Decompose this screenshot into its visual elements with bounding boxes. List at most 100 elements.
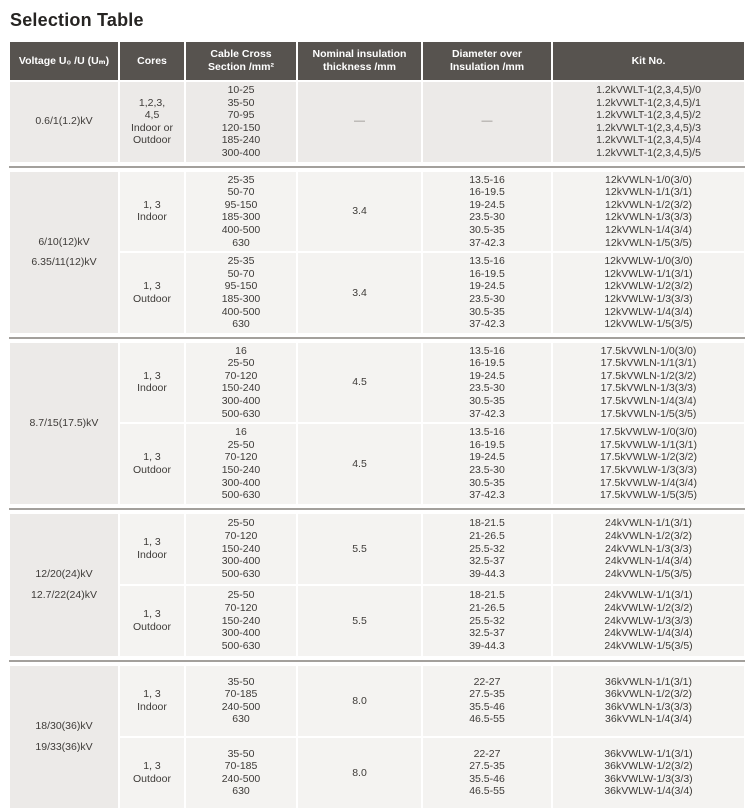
cell-line: 17.5kVWLN-1/4(3/4)	[600, 395, 697, 408]
cell-line: 22-27	[473, 675, 501, 688]
cross-section-cell: 35-50 70-185 240-500 630	[184, 663, 298, 738]
cell-line: 25-50	[227, 589, 255, 602]
cores-cell: 1, 3 Indoor	[118, 169, 186, 254]
cell-line: 25-35	[227, 255, 255, 268]
cell-line: 36kVWLW-1/1(3/1)	[604, 747, 693, 760]
cell-line: 19/33(36)kV	[35, 740, 93, 753]
cell-line: 12/20(24)kV	[35, 568, 93, 581]
cell-line: 185-300	[221, 292, 261, 305]
cell-line: 35-50	[227, 747, 255, 760]
cross-section-cell: 25-50 70-120 150-240 300-400 500-630	[184, 511, 298, 586]
group-separator	[9, 504, 745, 513]
cell-line: 17.5kVWLW-1/4(3/4)	[599, 476, 698, 489]
cell-line: 1.2kVWLT-1(2,3,4,5)/1	[596, 96, 701, 109]
group-separator-row	[9, 333, 745, 342]
cell-line: 25.5-32	[469, 614, 505, 627]
cell-line: 19-24.5	[469, 280, 505, 293]
group-separator-row	[9, 162, 745, 171]
cell-line: 46.5-55	[469, 713, 505, 726]
cell-line: Indoor	[137, 700, 167, 713]
table-row: 18/30(36)kV 19/33(36)kV 1, 3 Indoor 35-50 70-…	[8, 663, 746, 808]
column-header-line: Kit No.	[631, 54, 666, 67]
cell-line: 17.5kVWLW-1/2(3/2)	[599, 451, 698, 464]
cell-line: 36kVWLN-1/4(3/4)	[605, 713, 692, 726]
cell-line: 12kVWLN-1/3(3/3)	[605, 211, 692, 224]
thickness-cell: 4.5	[296, 340, 423, 425]
cell-line: 13.5-16	[469, 173, 505, 186]
cell-line: 16	[235, 344, 247, 357]
cell-line: 24kVWLN-1/3(3/3)	[605, 542, 692, 555]
column-header-line: Section /mm²	[208, 61, 274, 73]
cell-line: 630	[232, 236, 250, 249]
cell-line: Outdoor	[133, 464, 171, 477]
cell-line: 17.5kVWLW-1/0(3/0)	[599, 426, 698, 439]
separator-line	[9, 507, 745, 510]
table-row: 0.6/1(1.2)kV 1,2,3, 4,5 Indoor or Outdoor 10-…	[8, 80, 746, 164]
cell-line: 30.5-35	[469, 305, 505, 318]
cell-line: 8.0	[352, 694, 367, 707]
group-separator	[9, 333, 745, 342]
cell-line: 32.5-37	[469, 555, 505, 568]
diameter-cell: —	[421, 80, 553, 164]
voltage-group: 6/10(12)kV 6.35/11(12)kV 1, 3 Indoor 25-35 50…	[8, 169, 746, 335]
cell-line: 50-70	[227, 186, 255, 199]
column-header-voltage: Voltage U₀ /U (Uₘ)	[8, 40, 120, 82]
cell-line: Outdoor	[133, 292, 171, 305]
cell-line: 1, 3	[143, 451, 161, 464]
thickness-cell: 8.0	[296, 663, 423, 738]
cell-line: 21-26.5	[469, 529, 505, 542]
cell-line: 25.5-32	[469, 542, 505, 555]
cell-line: 17.5kVWLN-1/1(3/1)	[600, 357, 697, 370]
cell-line: 24kVWLW-1/4(3/4)	[604, 627, 693, 640]
cell-line: 17.5kVWLW-1/3(3/3)	[599, 464, 698, 477]
cell-line: 150-240	[221, 464, 261, 477]
cell-line: 16-19.5	[469, 267, 505, 280]
table-row: 8.7/15(17.5)kV 1, 3 Indoor 16 25-50 70-120 150…	[8, 340, 746, 506]
cell-line: 17.5kVWLW-1/1(3/1)	[599, 438, 698, 451]
cell-line: 24kVWLW-1/1(3/1)	[604, 589, 693, 602]
cell-line: 16-19.5	[469, 357, 505, 370]
cross-section-cell: 35-50 70-185 240-500 630	[184, 735, 298, 808]
cell-line: 1, 3	[143, 280, 161, 293]
thickness-cell: 8.0	[296, 735, 423, 808]
cell-line: 630	[232, 785, 250, 798]
cell-line: 12kVWLW-1/4(3/4)	[604, 305, 693, 318]
cores-cell: 1, 3 Indoor	[118, 340, 186, 425]
cell-line: 12kVWLW-1/0(3/0)	[604, 255, 693, 268]
voltage-group: 12/20(24)kV 12.7/22(24)kV 1, 3 Indoor 25-50 7…	[8, 511, 746, 658]
table-row: 6/10(12)kV 6.35/11(12)kV 1, 3 Indoor 25-35 50…	[8, 169, 746, 335]
cell-line: Outdoor	[133, 772, 171, 785]
thickness-cell: 5.5	[296, 583, 423, 658]
separator-line	[9, 165, 745, 168]
diameter-cell: 22-27 27.5-35 35.5-46 46.5-55	[421, 663, 553, 738]
cell-line: Indoor	[137, 382, 167, 395]
cell-line: 36kVWLN-1/2(3/2)	[605, 688, 692, 701]
cell-line: 16-19.5	[469, 186, 505, 199]
cell-line: 1,2,3,	[138, 96, 166, 109]
cell-line: 30.5-35	[469, 476, 505, 489]
cell-line: 16	[235, 426, 247, 439]
column-header-line: Voltage U₀ /U (Uₘ)	[18, 54, 110, 67]
cell-line: 24kVWLW-1/5(3/5)	[604, 639, 693, 652]
cell-line: 5.5	[352, 542, 367, 555]
group-separator-cell	[9, 333, 745, 342]
cross-section-cell: 10-25 35-50 70-95 120-150 185-240 300-400	[184, 80, 298, 164]
cell-line: Indoor	[137, 211, 167, 224]
thickness-cell: 4.5	[296, 422, 423, 506]
cell-line: 5.5	[352, 614, 367, 627]
cell-line: 12kVWLN-1/2(3/2)	[605, 198, 692, 211]
cell-line: 12.7/22(24)kV	[31, 588, 97, 601]
group-separator-row	[9, 504, 745, 513]
cell-line: 70-185	[224, 688, 258, 701]
cell-line: 35.5-46	[469, 772, 505, 785]
separator-line	[9, 336, 745, 339]
cores-cell: 1,2,3, 4,5 Indoor or Outdoor	[118, 80, 186, 164]
cell-line: 24kVWLN-1/4(3/4)	[605, 555, 692, 568]
cell-line: 36kVWLW-1/2(3/2)	[604, 760, 693, 773]
cell-line: 1, 3	[143, 760, 161, 773]
cell-line: 185-300	[221, 211, 261, 224]
column-header-cores: Cores	[118, 40, 186, 82]
cell-line: 36kVWLW-1/3(3/3)	[604, 772, 693, 785]
cross-section-cell: 16 25-50 70-120 150-240 300-400 500-630	[184, 422, 298, 506]
cell-line: 400-500	[221, 223, 261, 236]
